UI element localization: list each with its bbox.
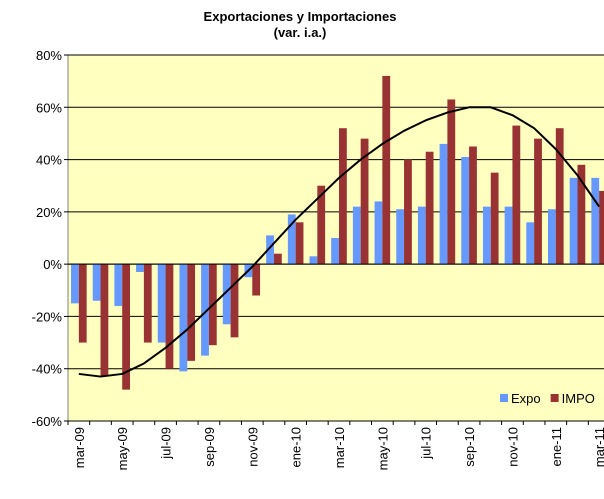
legend-swatch	[500, 394, 508, 402]
bar	[360, 138, 369, 265]
bar	[404, 159, 412, 265]
y-tick-label: 80%	[36, 48, 62, 63]
y-tick-label: 60%	[36, 100, 62, 115]
x-tick-label: sep-10	[462, 427, 477, 467]
bar	[165, 264, 174, 369]
bar	[469, 146, 477, 265]
bar	[78, 264, 87, 343]
bar	[317, 185, 326, 265]
x-tick-label: may-10	[375, 427, 390, 470]
bar	[143, 264, 152, 343]
legend-box	[494, 385, 602, 411]
x-tick-label: may-09	[115, 427, 130, 470]
x-tick-label: sep-09	[202, 427, 217, 467]
bar	[425, 151, 434, 265]
x-tick-label: mar-09	[72, 427, 87, 468]
legend-swatch	[550, 394, 559, 402]
x-tick-label: nov-10	[505, 427, 520, 467]
x-tick-label: nov-09	[245, 427, 260, 467]
bar	[569, 177, 578, 265]
bar	[490, 172, 499, 265]
y-tick-label: 20%	[36, 205, 62, 220]
bar	[439, 143, 448, 265]
bar	[187, 264, 196, 361]
bar	[591, 177, 600, 265]
y-tick-label: 40%	[36, 153, 62, 168]
bar	[266, 235, 274, 265]
legend-label: Expo	[511, 391, 541, 406]
x-tick-label: jul-10	[419, 427, 434, 460]
trend-line	[78, 106, 600, 378]
x-tick-label: jul-09	[159, 427, 174, 460]
x-tick-label: ene-11	[549, 427, 564, 467]
bar	[157, 264, 166, 343]
bar	[114, 264, 123, 306]
chart-title: Exportaciones y Importaciones	[204, 9, 397, 24]
bar	[331, 238, 339, 265]
bar	[512, 125, 521, 265]
bar	[136, 264, 144, 272]
bar	[396, 209, 405, 265]
bar	[447, 99, 456, 265]
bar	[222, 264, 231, 325]
bar	[555, 128, 564, 265]
bar	[599, 190, 604, 265]
x-tick-label: mar-10	[332, 427, 347, 468]
bar	[577, 164, 586, 265]
y-tick-label: -20%	[32, 309, 63, 324]
x-tick-label: ene-10	[289, 427, 304, 467]
bar	[295, 222, 304, 265]
bar	[547, 209, 556, 265]
bar	[504, 206, 513, 265]
bar	[201, 264, 209, 356]
bar	[287, 214, 296, 265]
bar	[309, 256, 318, 265]
bar	[534, 138, 542, 265]
y-tick-label: 0%	[43, 257, 62, 272]
bar	[382, 75, 391, 265]
bar	[339, 128, 347, 265]
bar	[352, 206, 361, 265]
bar	[526, 222, 535, 265]
bar	[230, 264, 239, 338]
bar	[252, 264, 261, 296]
bar	[273, 253, 282, 265]
bar	[100, 264, 109, 377]
bar	[122, 264, 131, 390]
y-tick-label: -60%	[32, 414, 63, 429]
bar	[71, 264, 79, 304]
legend-label: IMPO	[562, 391, 595, 406]
bar	[417, 206, 426, 265]
y-tick-label: -40%	[32, 362, 63, 377]
bar	[92, 264, 101, 301]
bar	[179, 264, 188, 372]
chart-subtitle: (var. i.a.)	[274, 25, 327, 40]
bar	[461, 156, 470, 265]
x-tick-label: mar-11	[592, 427, 604, 467]
bar	[374, 201, 383, 265]
bar	[482, 206, 491, 265]
